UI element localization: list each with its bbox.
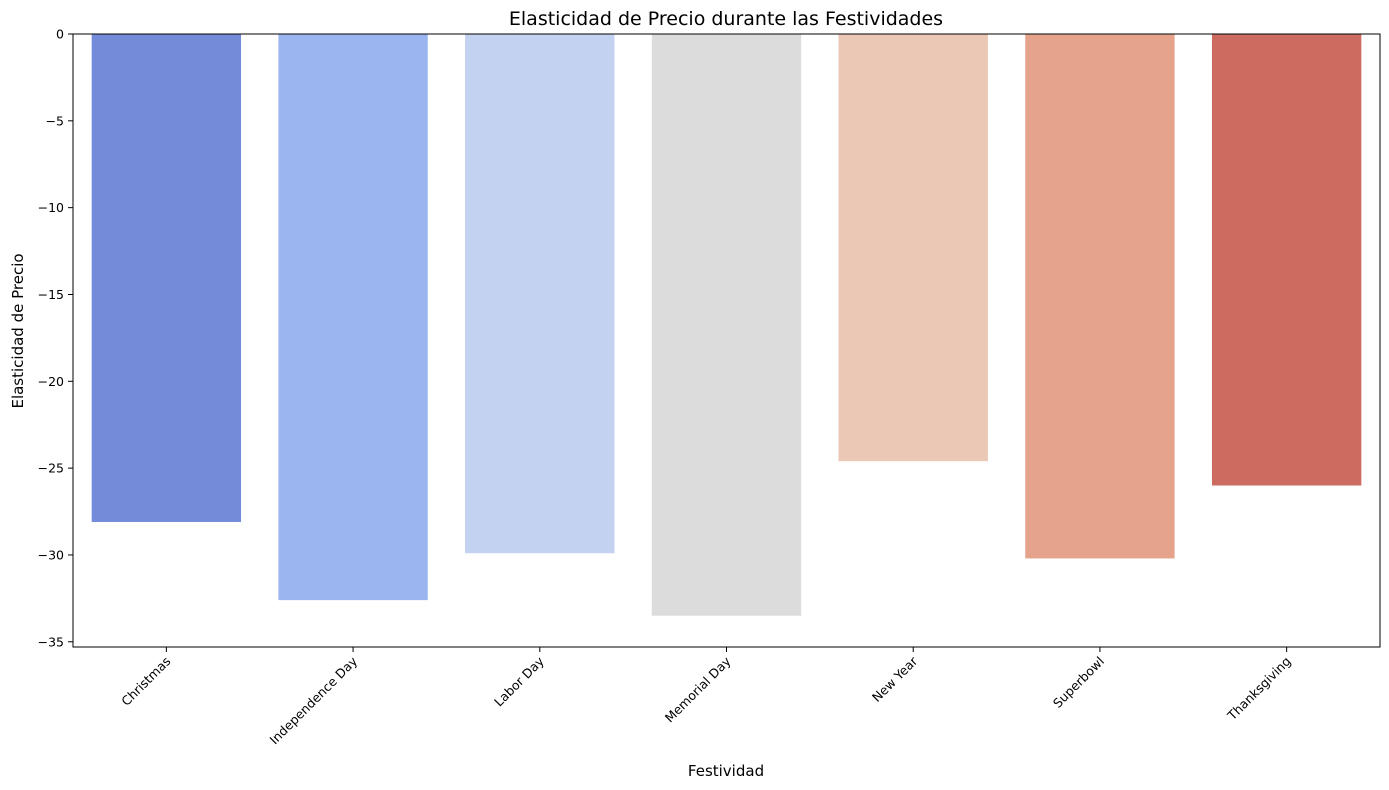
x-tick-label: New Year: [869, 653, 921, 705]
y-axis-label: Elasticidad de Precio: [9, 253, 27, 408]
y-tick-label: −15: [38, 287, 64, 302]
bar-new-year: [838, 34, 988, 462]
y-tick-label: −30: [38, 547, 64, 562]
y-tick-label: −35: [38, 634, 64, 649]
x-tick-label: Independence Day: [266, 653, 360, 747]
bar-labor-day: [465, 34, 615, 554]
bars-group: [91, 34, 1362, 616]
x-tick-label: Superbowl: [1050, 654, 1107, 711]
x-tick-label: Memorial Day: [662, 653, 734, 725]
y-tick-label: −5: [46, 113, 64, 128]
y-tick-label: −25: [38, 461, 64, 476]
y-axis: 0 −5 −10 −15 −20 −25 −30 −35: [38, 27, 73, 649]
bar-memorial-day: [651, 34, 802, 616]
x-axis: Christmas Independence Day Labor Day Memori…: [118, 647, 1294, 747]
y-tick-label: −10: [38, 200, 64, 215]
y-tick-label: 0: [56, 27, 64, 42]
x-tick-label: Labor Day: [491, 653, 547, 709]
bar-independence-day: [278, 34, 428, 601]
chart-title: Elasticidad de Precio durante las Festiv…: [509, 8, 943, 30]
bar-superbowl: [1025, 34, 1175, 559]
y-tick-label: −20: [38, 374, 64, 389]
x-axis-label: Festividad: [688, 762, 764, 780]
bar-thanksgiving: [1211, 34, 1362, 486]
x-tick-label: Christmas: [118, 654, 173, 709]
plot-frame: [72, 33, 1381, 648]
x-tick-label: Thanksgiving: [1224, 654, 1294, 724]
bar-christmas: [91, 34, 242, 522]
